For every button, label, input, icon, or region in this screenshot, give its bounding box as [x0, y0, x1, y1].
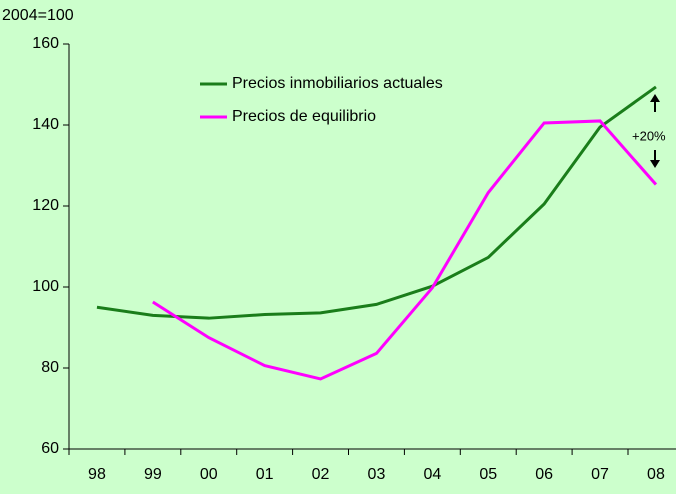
series-line [96, 85, 657, 320]
y-tick-label: 120 [32, 197, 59, 214]
x-tick-label: 04 [423, 466, 441, 483]
y-tick-label: 60 [41, 440, 59, 457]
x-tick-label: 07 [591, 466, 609, 483]
y-tick-label: 160 [32, 35, 59, 52]
x-tick-label: 06 [535, 466, 553, 483]
y-tick-label: 80 [41, 359, 59, 376]
x-tick-label: 98 [88, 466, 106, 483]
y-tick-label: 100 [32, 278, 59, 295]
legend-label: Precios de equilibrio [232, 108, 376, 125]
y-tick-label: 140 [32, 116, 59, 133]
x-tick-label: 99 [144, 466, 162, 483]
series-line [152, 119, 658, 381]
x-tick-label: 01 [256, 466, 274, 483]
x-tick-label: 05 [479, 466, 497, 483]
legend-label: Precios inmobiliarios actuales [232, 75, 443, 92]
annotation: +20% [632, 128, 666, 143]
axis-note: 2004=100 [2, 7, 74, 24]
x-tick-label: 08 [647, 466, 665, 483]
x-tick-label: 03 [368, 466, 386, 483]
annotation-arrows [650, 94, 660, 168]
x-tick-label: 00 [200, 466, 218, 483]
x-tick-label: 02 [312, 466, 330, 483]
